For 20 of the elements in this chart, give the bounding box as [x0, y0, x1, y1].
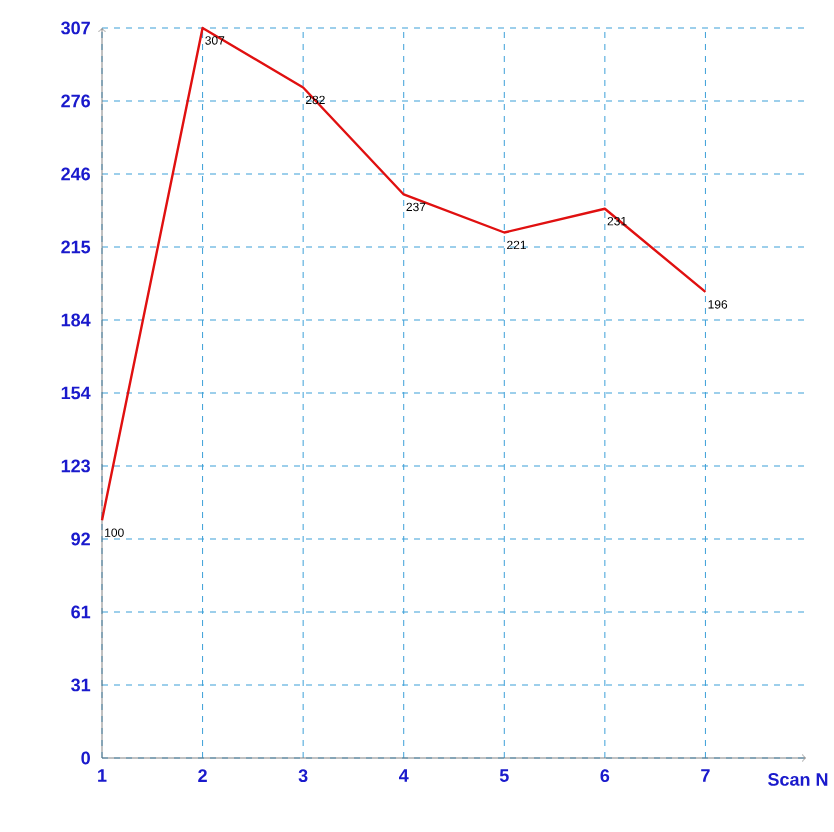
y-tick-label: 31 — [71, 678, 91, 692]
y-tick-label: 246 — [61, 167, 90, 181]
x-tick-label: 1 — [98, 769, 107, 782]
y-tick-label: 123 — [61, 459, 90, 473]
y-tick-label: 215 — [61, 240, 91, 254]
x-tick-label: 3 — [298, 769, 308, 783]
y-tick-label: 154 — [61, 386, 91, 400]
y-tick-label: 276 — [61, 94, 90, 108]
x-tick-label: 2 — [198, 769, 207, 782]
y-tick-label: 184 — [61, 313, 91, 327]
y-tick-label: 0 — [81, 751, 90, 765]
x-tick-label: 7 — [701, 769, 710, 782]
y-tick-label: 61 — [71, 605, 91, 619]
x-axis-title: Scan N — [768, 773, 828, 786]
line-series — [100, 26, 707, 522]
x-tick-label: 4 — [398, 769, 409, 782]
x-tick-label: 6 — [600, 769, 610, 783]
y-tick-label: 307 — [61, 21, 90, 35]
y-tick-label: 92 — [71, 532, 90, 546]
x-tick-label: 5 — [499, 769, 509, 782]
